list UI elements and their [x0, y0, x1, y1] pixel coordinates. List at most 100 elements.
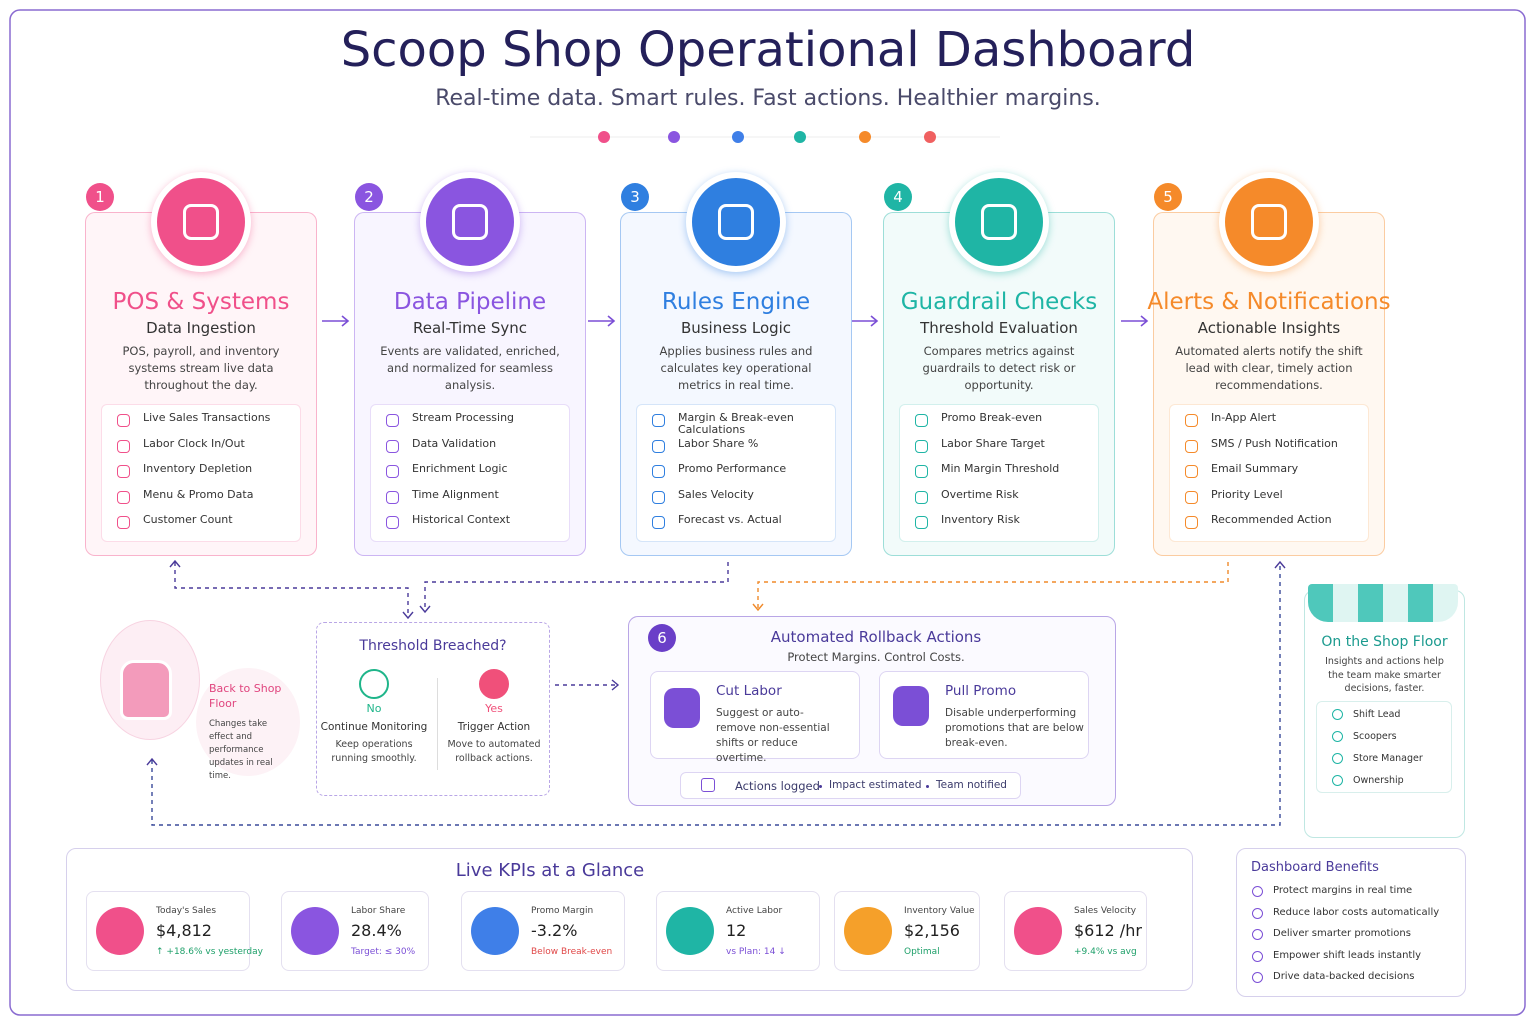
floor-description: Insights and actions help the team make …: [1325, 656, 1444, 694]
footer-dot: [819, 785, 822, 788]
item-icon: [386, 439, 399, 453]
item-label: Recommended Action: [1211, 513, 1332, 526]
benefit-icon: [1252, 907, 1263, 919]
kpi-value: $4,812: [156, 921, 212, 940]
stage-items: [636, 404, 836, 542]
stage-subtitle: Actionable Insights: [1197, 319, 1341, 337]
item-label: Enrichment Logic: [412, 462, 508, 475]
item-label: Time Alignment: [412, 487, 499, 501]
role-label: Ownership: [1353, 775, 1404, 786]
benefit-label: Protect margins in real time: [1273, 885, 1413, 896]
item-label: Promo Break-even: [941, 411, 1043, 424]
back-description: Changes take effect and performance upda…: [209, 719, 273, 781]
item-label: Overtime Risk: [941, 487, 1019, 501]
back-title: Back to Shop Floor: [209, 682, 282, 710]
benefit-icon: [1252, 929, 1263, 940]
role-icon: [1332, 753, 1343, 764]
item-icon: [1185, 516, 1198, 529]
benefits-title: Dashboard Benefits: [1251, 860, 1379, 875]
item-label: Margin & Break-even Calculations: [678, 411, 794, 436]
stage-icon: [151, 172, 251, 272]
stage-icon-glyph: [718, 204, 754, 240]
kpi-value: 12: [726, 921, 747, 940]
action-icon: [893, 686, 929, 726]
kpi-label: Sales Velocity: [1074, 906, 1137, 916]
kpi-note: ↑ +18.6% vs yesterday: [156, 947, 263, 957]
kpi-note: Optimal: [904, 947, 940, 957]
item-label: Inventory Risk: [941, 513, 1020, 526]
kpi-icon: [291, 907, 339, 955]
stage-title: Alerts & Notifications: [1147, 289, 1391, 315]
rollback-subtitle: Protect Margins. Control Costs.: [787, 650, 965, 664]
kpi-title: Live KPIs at a Glance: [455, 860, 645, 881]
kpi-value: $612 /hr: [1074, 921, 1142, 940]
kpi-value: $2,156: [904, 921, 960, 940]
dashed-flow: [151, 562, 1281, 826]
item-label: In-App Alert: [1211, 411, 1277, 424]
stage-description: Events are validated, enriched, and norm…: [380, 344, 560, 392]
item-icon: [1185, 414, 1198, 427]
item-icon: [386, 490, 399, 504]
benefit-icon: [1252, 972, 1263, 983]
role-icon: [1332, 731, 1343, 742]
kpi-label: Inventory Value: [904, 906, 975, 916]
kpi-note: +9.4% vs avg: [1074, 947, 1137, 957]
subtitle: Real-time data. Smart rules. Fast action…: [435, 86, 1101, 111]
floor-title: On the Shop Floor: [1321, 634, 1448, 650]
stage-icon-glyph: [452, 204, 488, 240]
kpi-label: Labor Share: [351, 906, 406, 916]
stage-title: Data Pipeline: [393, 289, 547, 315]
item-icon: [652, 490, 665, 504]
item-label: Customer Count: [143, 513, 233, 526]
item-label: Labor Share Target: [941, 436, 1045, 450]
kpi-label: Active Labor: [726, 906, 783, 916]
kpi-icon: [844, 907, 892, 955]
item-icon: [652, 465, 665, 478]
stage-title: Guardrail Checks: [900, 289, 1098, 315]
item-label: Data Validation: [412, 436, 497, 450]
kpi-note: Target: ≤ 30%: [351, 947, 416, 957]
item-icon: [1185, 439, 1198, 453]
kpi-value: -3.2%: [531, 921, 578, 940]
arrow-heads: [146, 559, 1286, 766]
kpi-note: vs Plan: 14 ↓: [726, 947, 786, 957]
kpi-label: Promo Margin: [531, 906, 594, 916]
item-icon: [652, 439, 665, 453]
footer-item: Team notified: [936, 779, 1007, 791]
stage-icon-glyph: [981, 204, 1017, 240]
awning: [1308, 584, 1458, 622]
benefit-label: Drive data-backed decisions: [1273, 971, 1415, 982]
role-icon: [1332, 775, 1343, 786]
dots: [530, 131, 1000, 143]
step-badge: 2: [355, 183, 383, 211]
item-label: Forecast vs. Actual: [678, 513, 782, 526]
decision-no-description: Keep operations running smoothly.: [331, 739, 417, 764]
frame: [9, 9, 1526, 1016]
kpi-note: Below Break-even: [531, 947, 613, 957]
role-label: Shift Lead: [1353, 709, 1401, 720]
rollback-title: Automated Rollback Actions: [770, 628, 982, 646]
item-label: Stream Processing: [412, 411, 515, 424]
alert-flow: [757, 562, 1229, 608]
item-label: Email Summary: [1211, 462, 1299, 475]
stage-description: Applies business rules and calculates ke…: [659, 344, 813, 392]
item-label: Live Sales Transactions: [143, 411, 271, 424]
item-icon: [652, 414, 665, 427]
decision-no-icon: [359, 669, 389, 699]
title: Scoop Shop Operational Dashboard: [340, 22, 1196, 78]
stage-icon: [420, 172, 520, 272]
item-icon: [915, 516, 928, 529]
item-icon: [117, 516, 130, 529]
back-panel: [196, 668, 300, 776]
decision-divider: [437, 678, 438, 770]
kpi-card: [281, 891, 429, 971]
benefit-label: Empower shift leads instantly: [1273, 949, 1422, 961]
benefit-icon: [1252, 886, 1263, 897]
item-icon: [117, 490, 130, 504]
action-description: Disable underperforming promotions that …: [945, 707, 1084, 749]
step-badge: 4: [884, 183, 912, 211]
kpi-icon: [471, 907, 519, 955]
stage-title: Rules Engine: [661, 289, 811, 315]
role-icon: [1332, 709, 1343, 720]
